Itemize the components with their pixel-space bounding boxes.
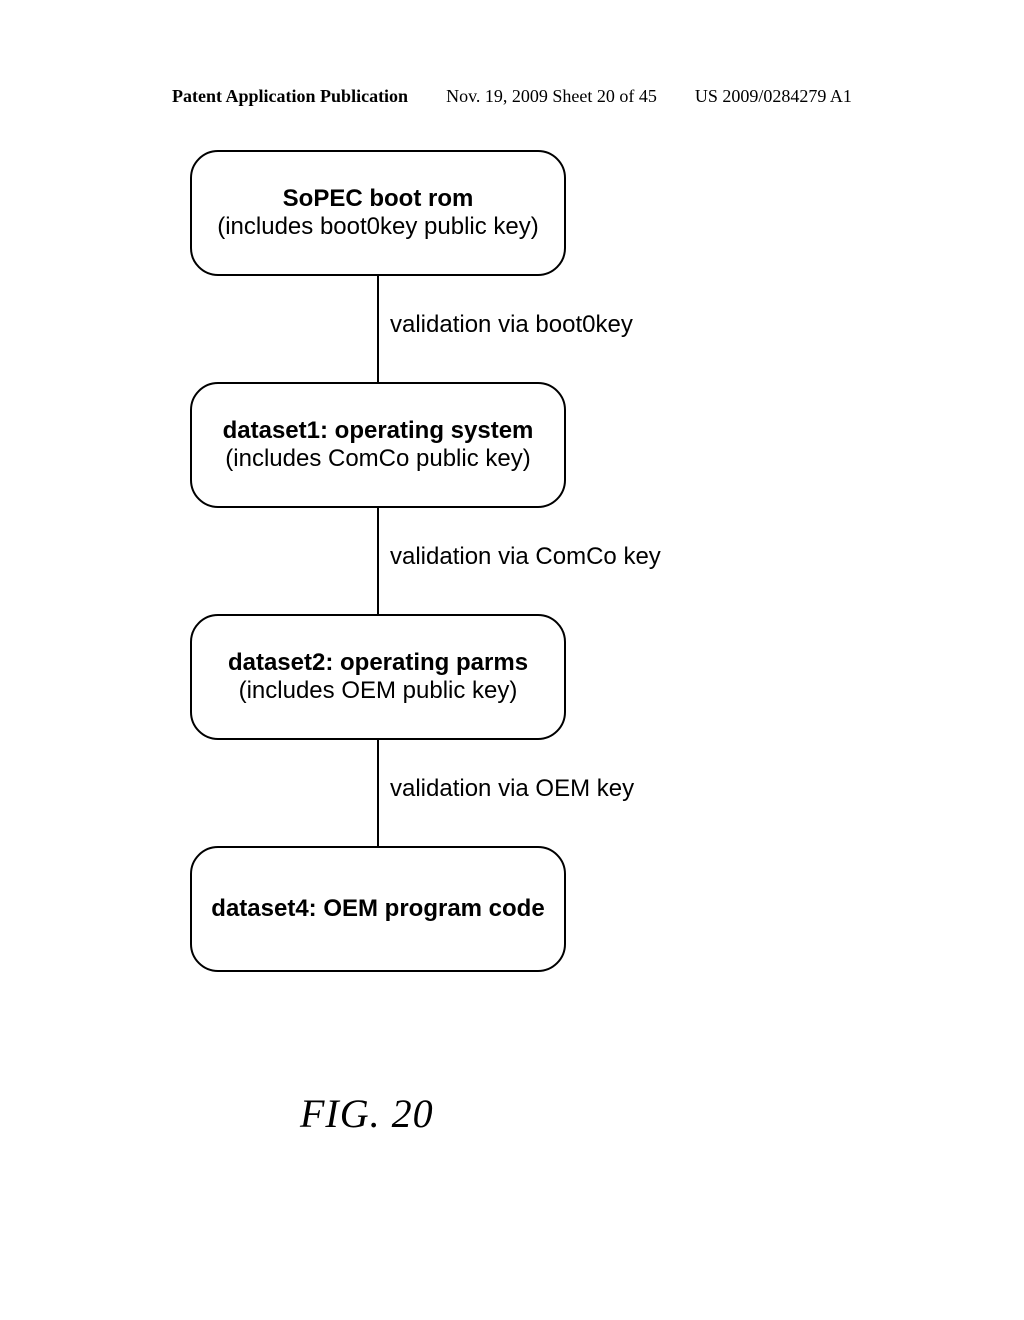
- flowchart-edge: [377, 276, 379, 382]
- edge-label: validation via OEM key: [390, 775, 634, 803]
- flowchart-node: dataset1: operating system(includes ComC…: [190, 382, 566, 508]
- node-subtitle: (includes boot0key public key): [217, 213, 539, 241]
- figure-caption: FIG. 20: [300, 1090, 434, 1137]
- page-header: Patent Application Publication Nov. 19, …: [0, 86, 1024, 107]
- node-subtitle: (includes ComCo public key): [225, 445, 530, 473]
- flowchart-edge: [377, 740, 379, 846]
- node-title: SoPEC boot rom: [283, 185, 474, 213]
- header-center: Nov. 19, 2009 Sheet 20 of 45: [446, 86, 657, 107]
- header-right: US 2009/0284279 A1: [695, 86, 852, 107]
- header-left: Patent Application Publication: [172, 86, 408, 107]
- node-title: dataset1: operating system: [223, 417, 534, 445]
- node-title: dataset2: operating parms: [228, 649, 528, 677]
- edge-label: validation via ComCo key: [390, 543, 661, 571]
- node-subtitle: (includes OEM public key): [239, 677, 518, 705]
- flowchart-node: dataset4: OEM program code: [190, 846, 566, 972]
- node-title: dataset4: OEM program code: [211, 895, 544, 923]
- edge-label: validation via boot0key: [390, 311, 633, 339]
- flowchart-edge: [377, 508, 379, 614]
- flowchart-node: dataset2: operating parms(includes OEM p…: [190, 614, 566, 740]
- flowchart-node: SoPEC boot rom(includes boot0key public …: [190, 150, 566, 276]
